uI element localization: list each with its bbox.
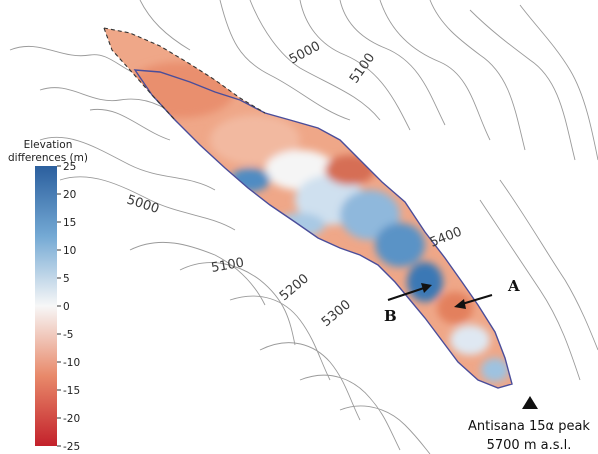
arrow-a-icon	[454, 294, 493, 309]
contour-label: 5000	[287, 39, 323, 68]
colorbar-tick-label: -20	[63, 413, 80, 425]
peak-elevation: 5700 m a.s.l.	[487, 438, 572, 453]
colorbar-tick-label: -5	[63, 329, 73, 341]
colorbar-tick-label: 0	[63, 301, 70, 313]
colorbar-tick-label: 25	[63, 161, 76, 173]
peak-name: Antisana 15α peak	[468, 419, 590, 434]
legend-title: differences (m)	[8, 152, 88, 164]
colorbar	[35, 166, 57, 446]
former-extent-outline	[103, 27, 266, 121]
colorbar-tick-label: -10	[63, 357, 80, 369]
legend-title: Elevation	[24, 139, 73, 151]
colorbar-tick-label: 20	[63, 189, 76, 201]
glacier-outline	[133, 69, 513, 389]
contour-label: 5100	[347, 51, 378, 87]
contour-label: 5300	[319, 297, 354, 330]
colorbar-ticks: 25 20 15 10 5 0 -5 -10 -15 -20 -25	[57, 161, 80, 453]
contour-lines	[9, 0, 598, 454]
colorbar-tick-label: 15	[63, 217, 76, 229]
colorbar-tick-label: 10	[63, 245, 76, 257]
marker-label-a: A	[507, 277, 520, 295]
colorbar-tick-label: -15	[63, 385, 80, 397]
contour-label: 5100	[210, 255, 245, 276]
marker-label-b: B	[384, 307, 397, 325]
colorbar-legend: Elevation differences (m) 25 20 15 10 5 0 -5 -1…	[8, 139, 88, 453]
contour-label: 5200	[277, 271, 312, 304]
colorbar-tick-label: -25	[63, 441, 80, 453]
contour-label: 5400	[428, 224, 464, 250]
colorbar-tick-label: 5	[63, 273, 70, 285]
arrow-b-icon	[387, 283, 432, 301]
contour-label: 5000	[125, 193, 161, 217]
triangle-peak-icon	[522, 396, 538, 409]
